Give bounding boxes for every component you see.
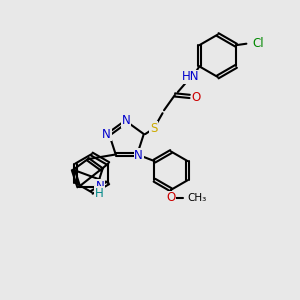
Text: H: H (95, 187, 103, 200)
Text: O: O (191, 92, 201, 104)
Text: CH₃: CH₃ (187, 193, 206, 203)
Text: O: O (167, 191, 176, 204)
Text: N: N (102, 128, 111, 141)
Text: N: N (96, 180, 105, 193)
Text: N: N (122, 114, 131, 127)
Text: S: S (150, 122, 158, 135)
Text: N: N (134, 148, 143, 162)
Text: Cl: Cl (253, 37, 265, 50)
Text: HN: HN (182, 70, 200, 83)
